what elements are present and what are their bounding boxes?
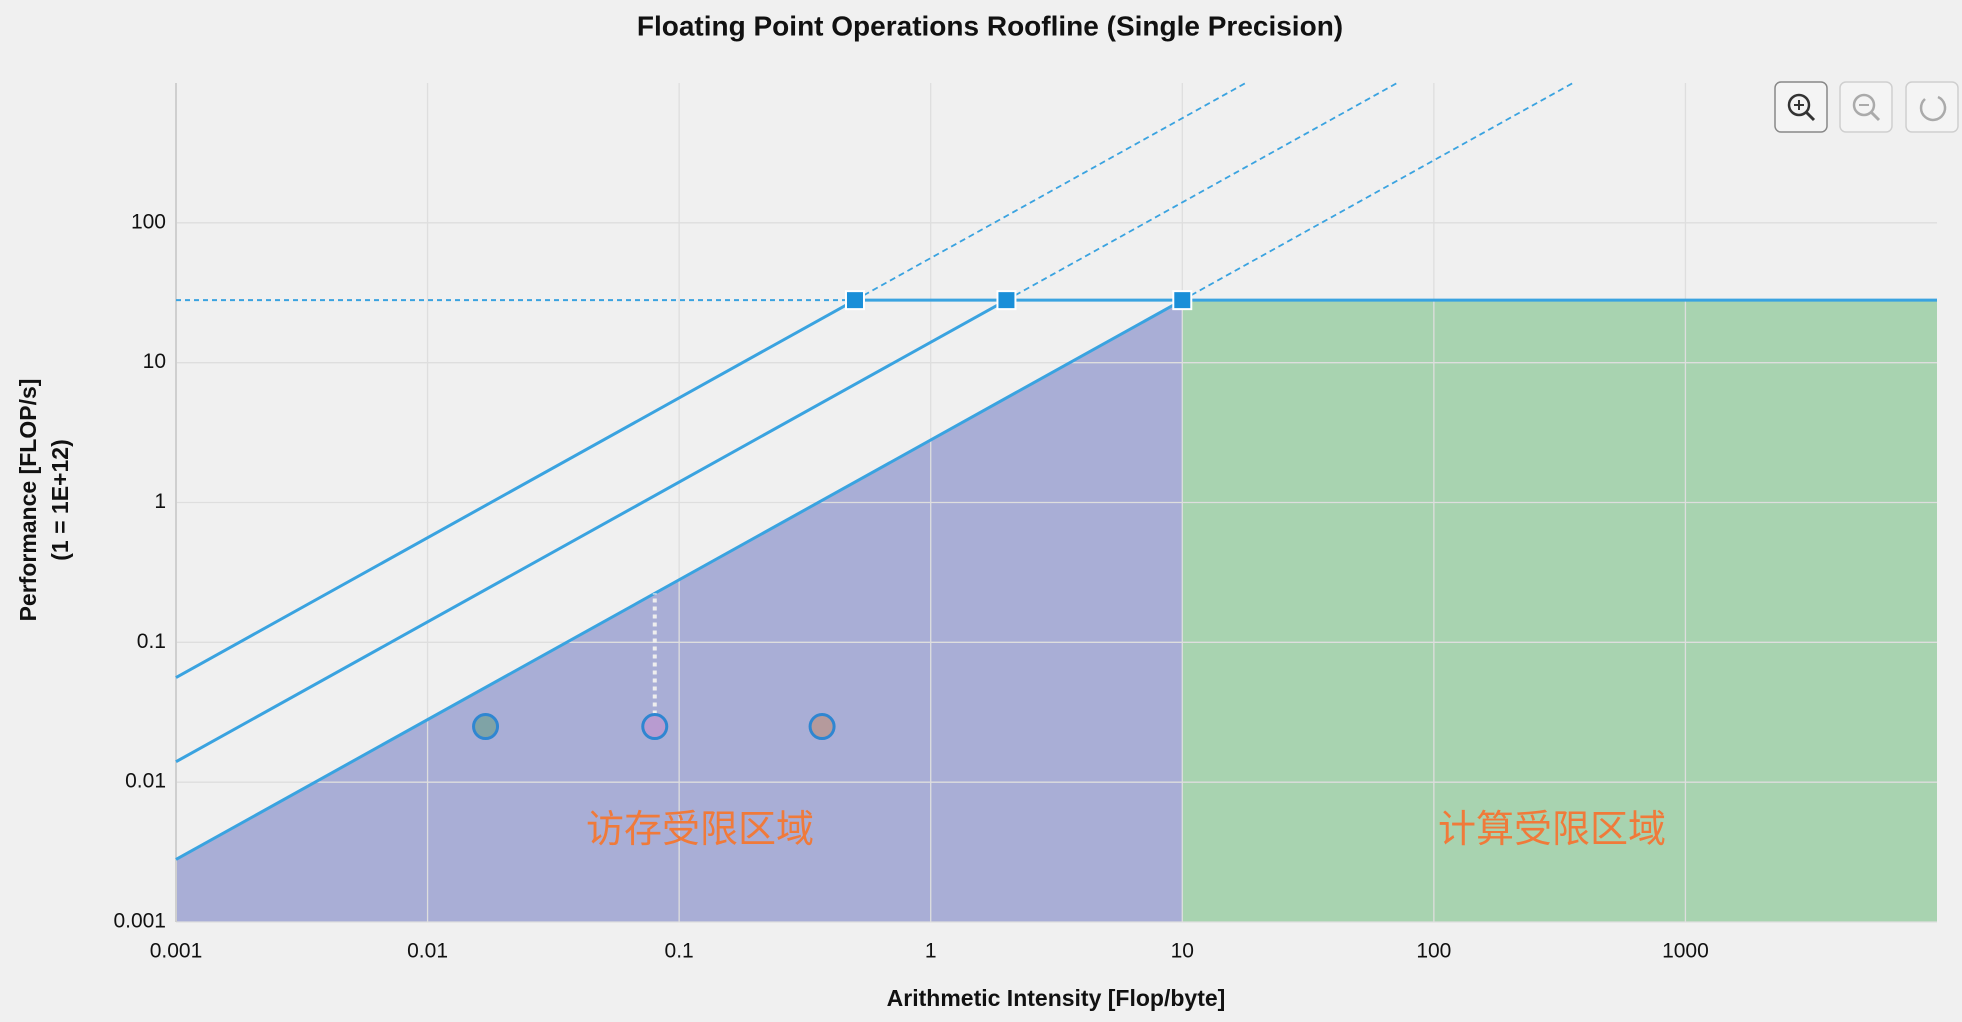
- x-tick-label: 10: [1171, 940, 1194, 963]
- x-tick-label: 1: [925, 940, 937, 963]
- bandwidth-line: [175, 298, 856, 679]
- x-axis-label: Arithmetic Intensity [Flop/byte]: [887, 985, 1226, 1011]
- zoom-in-button[interactable]: [1774, 81, 1828, 133]
- ridge-point: [996, 290, 1017, 311]
- bandwidth-line: [175, 298, 1184, 861]
- bandwidth-line-dashed: [1006, 82, 1398, 301]
- chart-title: Floating Point Operations Roofline (Sing…: [637, 10, 1343, 41]
- y-tick-label: 0.1: [137, 630, 166, 653]
- y-tick-label: 10: [143, 350, 166, 373]
- region-label: 计算受限区域: [1438, 809, 1666, 851]
- x-tick-label: 0.001: [150, 940, 203, 963]
- data-point: [808, 713, 836, 741]
- data-point: [641, 713, 669, 741]
- toolbar: [1774, 81, 1959, 133]
- y-tick-label: 0.001: [113, 910, 166, 933]
- bandwidth-line-dashed: [1181, 82, 1574, 301]
- bandwidth-line-dashed: [854, 82, 1247, 301]
- ridge-point: [1172, 290, 1193, 311]
- y-tick-label: 1: [154, 490, 166, 513]
- bandwidth-line: [175, 298, 1008, 764]
- y-tick-label: 0.01: [125, 770, 166, 793]
- compute-region: [1182, 300, 1937, 923]
- data-point: [472, 713, 500, 741]
- x-tick-label: 0.01: [407, 940, 448, 963]
- y-axis-label: Performance [FLOP/s]: [15, 379, 41, 622]
- ridge-point: [844, 290, 865, 311]
- y-axis-label: (1 = 1E+12): [47, 439, 73, 560]
- x-tick-label: 100: [1416, 940, 1451, 963]
- plot: 0.001 0.01 0.1 1 10 100 1000 0.001 0.01 0.1 1 10 100…: [113, 82, 1937, 963]
- y-tick-label: 100: [131, 210, 166, 233]
- region-label: 访存受限区域: [586, 809, 814, 851]
- reset-button[interactable]: [1905, 81, 1959, 133]
- x-tick-label: 0.1: [665, 940, 694, 963]
- x-tick-label: 1000: [1662, 940, 1709, 963]
- zoom-out-button[interactable]: [1839, 81, 1893, 133]
